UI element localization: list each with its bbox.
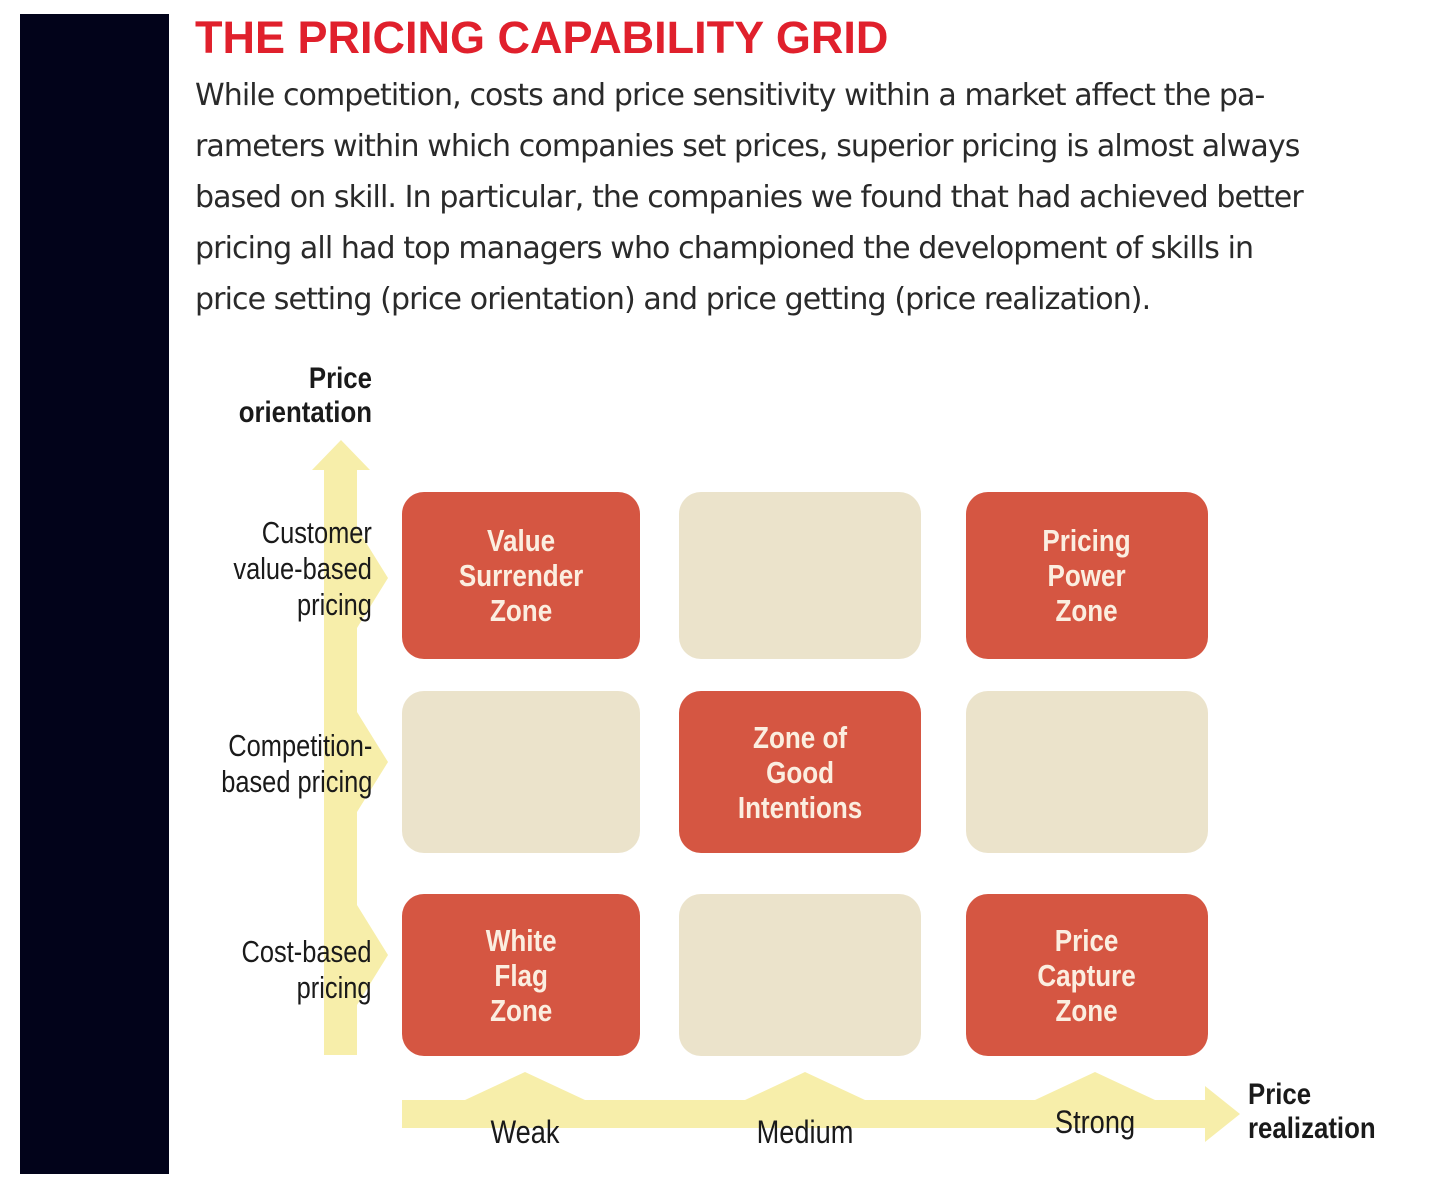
- y-axis-title: Price orientation: [239, 362, 372, 430]
- zone-label: Price Capture Zone: [1037, 922, 1137, 1028]
- y-level-line: Customer: [261, 515, 372, 550]
- y-axis-arrow: [312, 440, 388, 1055]
- zone-empty-middle-left: [402, 691, 640, 853]
- zone-empty-bottom-middle: [679, 894, 921, 1056]
- intro-paragraph: While competition, costs and price sensi…: [195, 70, 1425, 325]
- y-level-cost-based: Cost-based pricing: [242, 934, 372, 1006]
- zone-white-flag: White Flag Zone: [402, 894, 640, 1056]
- intro-line: price setting (price orientation) and pr…: [195, 282, 1151, 317]
- intro-line: based on skill. In particular, the compa…: [195, 180, 1304, 215]
- zone-empty-middle-right: [966, 691, 1208, 853]
- intro-line: While competition, costs and price sensi…: [195, 78, 1265, 113]
- y-level-line: Competition-: [227, 728, 372, 763]
- y-axis-title-line: orientation: [238, 396, 372, 429]
- sidebar-bar: [20, 14, 169, 1174]
- zone-label: Value Surrender Zone: [458, 523, 584, 628]
- y-level-line: Cost-based: [242, 934, 372, 969]
- x-level-weak: Weak: [490, 1114, 560, 1150]
- x-level-strong: Strong: [1054, 1104, 1136, 1140]
- zone-pricing-power: Pricing Power Zone: [966, 492, 1208, 659]
- intro-line: rameters within which companies set pric…: [195, 129, 1300, 164]
- x-axis-title: Price realization: [1248, 1078, 1376, 1146]
- y-level-customer-value-based: Customer value-based pricing: [233, 515, 372, 623]
- y-level-competition-based: Competition- based pricing: [221, 728, 372, 800]
- y-level-line: based pricing: [220, 764, 372, 799]
- y-level-line: value-based: [233, 551, 372, 586]
- zone-label: Pricing Power Zone: [1042, 523, 1132, 628]
- y-level-line: pricing: [297, 587, 372, 622]
- zone-price-capture: Price Capture Zone: [966, 894, 1208, 1056]
- zone-label: White Flag Zone: [485, 922, 557, 1028]
- page-title: THE PRICING CAPABILITY GRID: [195, 12, 889, 63]
- y-axis-title-line: Price: [308, 362, 372, 395]
- x-axis-title-line: Price: [1248, 1078, 1312, 1111]
- x-axis-arrow: [402, 1072, 1240, 1142]
- zone-good-intentions: Zone of Good Intentions: [679, 691, 921, 853]
- zone-value-surrender: Value Surrender Zone: [402, 492, 640, 659]
- zone-empty-top-middle: [679, 492, 921, 659]
- x-level-medium: Medium: [756, 1114, 854, 1150]
- intro-line: pricing all had top managers who champio…: [195, 231, 1254, 266]
- zone-label: Zone of Good Intentions: [737, 719, 863, 825]
- y-level-line: pricing: [297, 970, 372, 1005]
- x-axis-title-line: realization: [1248, 1112, 1376, 1145]
